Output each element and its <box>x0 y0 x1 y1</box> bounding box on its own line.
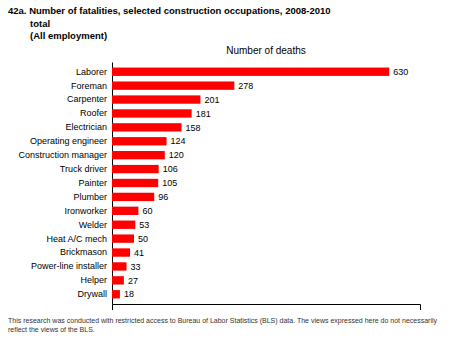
y-tick: Construction manager <box>18 150 112 160</box>
data-label: 158 <box>186 123 201 133</box>
y-tick: Carpenter <box>67 94 112 104</box>
data-labels: 18 27 33 41 50 53 60 96 105 106 120 124158 181 201 278… <box>124 67 408 300</box>
chart: 42a. Number of fatalities, selected cons… <box>0 0 450 338</box>
bar <box>112 165 159 173</box>
y-tick-label: Carpenter <box>67 94 107 104</box>
bar <box>112 151 165 159</box>
y-tick: Roofer <box>80 108 112 118</box>
y-tick: Plumber <box>73 192 112 202</box>
y-tick: Electrician <box>65 122 112 132</box>
x-axis <box>113 305 421 311</box>
y-tick: Power-line installer <box>31 261 112 271</box>
bar <box>112 207 138 215</box>
data-label: 124 <box>171 136 186 146</box>
y-tick-label: Electrician <box>65 122 107 132</box>
bar <box>112 248 130 256</box>
bar <box>112 123 182 131</box>
footnote-line: This research was conducted with restric… <box>8 317 438 325</box>
y-tick: Operating engineer <box>30 136 112 146</box>
data-label: 105 <box>162 178 177 188</box>
data-label: 60 <box>142 206 152 216</box>
footnote: This research was conducted with restric… <box>8 317 438 333</box>
y-tick: Laborer <box>76 67 112 77</box>
data-label: 27 <box>128 276 138 286</box>
bar <box>112 290 120 298</box>
bar <box>112 193 154 201</box>
bar <box>112 109 192 117</box>
y-tick-label: Truck driver <box>60 164 107 174</box>
y-tick-label: Heat A/C mech <box>46 234 107 244</box>
bar <box>112 137 167 145</box>
y-tick-label: Construction manager <box>18 150 107 160</box>
y-tick: Welder <box>79 220 112 230</box>
bars <box>112 68 389 299</box>
subtitle: (All employment) <box>30 30 107 41</box>
y-tick: Drywall <box>77 289 112 299</box>
bar <box>112 221 135 229</box>
y-tick: Heat A/C mech <box>46 234 112 244</box>
data-label: 120 <box>169 150 184 160</box>
data-label: 53 <box>139 220 149 230</box>
data-label: 106 <box>163 164 178 174</box>
subtitle: total <box>30 18 50 29</box>
y-tick-label: Laborer <box>76 67 107 77</box>
x-axis-label: Number of deaths <box>226 45 306 56</box>
y-tick-label: Brickmason <box>60 247 107 257</box>
data-label: 630 <box>393 67 408 77</box>
y-tick-label: Operating engineer <box>30 136 107 146</box>
footnote-line: reflect the views of the BLS. <box>8 326 95 333</box>
data-label: 96 <box>158 192 168 202</box>
bar <box>112 262 127 270</box>
y-tick-label: Drywall <box>77 289 107 299</box>
data-label: 18 <box>124 289 134 299</box>
data-label: 181 <box>196 109 211 119</box>
bar <box>112 276 124 284</box>
bar <box>112 68 389 76</box>
y-tick: Brickmason <box>60 247 112 257</box>
y-tick: Truck driver <box>60 164 112 174</box>
y-tick-label: Helper <box>80 275 107 285</box>
y-tick: Painter <box>78 178 112 188</box>
bar <box>112 234 134 242</box>
y-tick: Ironworker <box>64 206 112 216</box>
y-tick-label: Welder <box>79 220 107 230</box>
data-label: 201 <box>204 95 219 105</box>
y-axis: Drywall Helper Power-line installer Brickma… <box>18 63 112 305</box>
y-tick: Helper <box>80 275 112 285</box>
plot: Drywall Helper Power-line installer Brickma… <box>18 63 420 311</box>
title: 42a. Number of fatalities, selected cons… <box>8 5 331 16</box>
data-label: 33 <box>131 262 141 272</box>
x-axis-line <box>113 305 421 311</box>
bar <box>112 95 200 103</box>
y-tick-label: Foreman <box>71 81 107 91</box>
y-tick-label: Power-line installer <box>31 261 107 271</box>
data-label: 278 <box>238 81 253 91</box>
y-tick-label: Painter <box>78 178 107 188</box>
y-tick-label: Roofer <box>80 108 107 118</box>
y-tick: Foreman <box>71 81 112 91</box>
data-label: 50 <box>138 234 148 244</box>
y-tick-label: Plumber <box>73 192 107 202</box>
data-label: 41 <box>134 248 144 258</box>
bar <box>112 179 158 187</box>
bar <box>112 81 234 89</box>
y-tick-label: Ironworker <box>64 206 107 216</box>
